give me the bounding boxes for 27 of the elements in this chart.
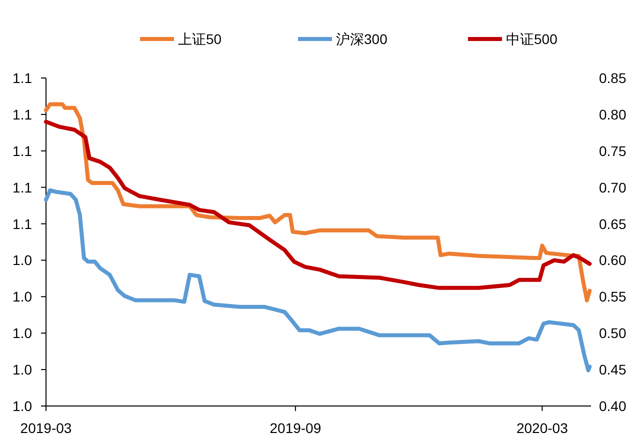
legend-label: 上证50 [178, 31, 222, 47]
x-tick-label: 2020-03 [516, 420, 568, 436]
y-tick-label: 1.0 [12, 398, 32, 414]
y-tick-label: 1.1 [12, 106, 32, 122]
y2-tick-label: 0.80 [599, 106, 626, 122]
y2-tick-label: 0.55 [599, 288, 626, 305]
x-tick-label: 2019-03 [20, 420, 72, 436]
y2-tick-label: 0.40 [599, 398, 626, 414]
y-tick-label: 1.1 [12, 216, 32, 232]
y2-tick-label: 0.65 [599, 216, 626, 232]
y2-tick-label: 0.75 [599, 142, 626, 159]
x-tick-label: 2019-09 [270, 420, 322, 436]
y-tick-label: 1.1 [12, 142, 32, 159]
y-tick-label: 1.0 [12, 288, 32, 305]
y-tick-label: 1.0 [12, 325, 32, 342]
y-tick-label: 1.1 [12, 179, 32, 196]
y-tick-label: 1.0 [12, 252, 32, 268]
y2-tick-label: 0.60 [599, 252, 626, 268]
y2-tick-label: 0.45 [599, 362, 626, 378]
y2-tick-label: 0.70 [599, 179, 626, 196]
y-tick-label: 1.0 [12, 362, 32, 378]
y2-tick-label: 0.50 [599, 325, 626, 342]
y-tick-label: 1.1 [12, 70, 32, 86]
y2-tick-label: 0.85 [599, 70, 626, 86]
legend-label: 沪深300 [336, 31, 388, 47]
legend-label: 中证500 [506, 31, 558, 47]
line-series [44, 188, 592, 372]
